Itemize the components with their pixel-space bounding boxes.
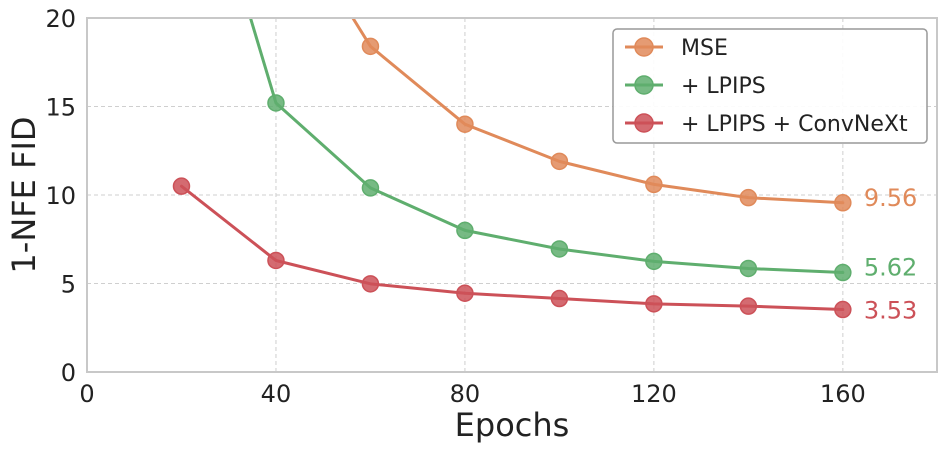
data-point-lpips-60 — [361, 179, 380, 197]
plot-frame — [86, 17, 938, 373]
x-tick-label-160: 160 — [820, 380, 866, 408]
legend-label-lpips: + LPIPS — [681, 74, 766, 99]
end-value-labels: 9.56 5.62 3.53 — [864, 184, 917, 325]
data-point-lpips-convnext-140 — [739, 297, 758, 315]
data-point-mse-100 — [550, 152, 569, 171]
data-point-lpips-140 — [739, 259, 758, 278]
data-point-lpips-convnext-40 — [267, 251, 285, 270]
legend-marker-lpips — [634, 75, 654, 95]
data-point-lpips-convnext-160 — [834, 300, 852, 319]
data-point-mse-120 — [645, 175, 663, 194]
data-point-lpips-160 — [834, 263, 852, 282]
legend-label-mse: MSE — [681, 36, 728, 61]
y-tick-label-0: 0 — [61, 359, 76, 387]
data-point-lpips-120 — [645, 252, 663, 271]
legend-marker-lpips-convnext — [634, 113, 654, 133]
data-point-mse-80 — [456, 115, 474, 133]
series-line-lpips-convnext — [179, 184, 845, 312]
series-line-lpips — [248, 18, 845, 275]
legend-box — [612, 28, 928, 144]
data-point-lpips-convnext-20 — [172, 177, 191, 195]
x-tick-label-0: 0 — [79, 380, 94, 408]
y-tick-label-10: 10 — [45, 182, 76, 210]
series-lines — [172, 18, 852, 319]
x-tick-label-120: 120 — [631, 380, 677, 408]
axis-ticks: 0 40 80 120 160 0 5 10 15 20 — [45, 5, 865, 408]
data-point-mse-140 — [739, 188, 758, 207]
end-label-mse: 9.56 — [864, 184, 917, 212]
y-tick-label-15: 15 — [45, 94, 76, 122]
data-point-lpips-convnext-100 — [550, 289, 569, 308]
data-point-lpips-80 — [456, 221, 474, 240]
x-axis-title: Epochs — [455, 406, 570, 444]
x-tick-label-40: 40 — [261, 380, 292, 408]
x-tick-label-80: 80 — [450, 380, 481, 408]
legend-label-lpips-convnext: + LPIPS + ConvNeXt — [681, 112, 908, 137]
legend-marker-mse — [634, 37, 654, 57]
end-label-lpips: 5.62 — [864, 254, 917, 282]
y-axis-title: 1-NFE FID — [5, 116, 43, 273]
data-point-lpips-convnext-60 — [361, 275, 380, 293]
legend: MSE + LPIPS + LPIPS + ConvNeXt — [612, 28, 928, 144]
y-tick-label-20: 20 — [45, 5, 76, 33]
data-point-lpips-40 — [267, 94, 285, 112]
y-tick-label-5: 5 — [61, 271, 76, 299]
data-point-lpips-100 — [550, 240, 569, 258]
data-point-mse-60 — [361, 37, 380, 56]
data-point-lpips-convnext-120 — [645, 295, 663, 313]
data-point-mse-160 — [834, 194, 852, 212]
end-label-lpips-convnext: 3.53 — [864, 297, 917, 325]
data-point-lpips-convnext-80 — [456, 284, 474, 302]
